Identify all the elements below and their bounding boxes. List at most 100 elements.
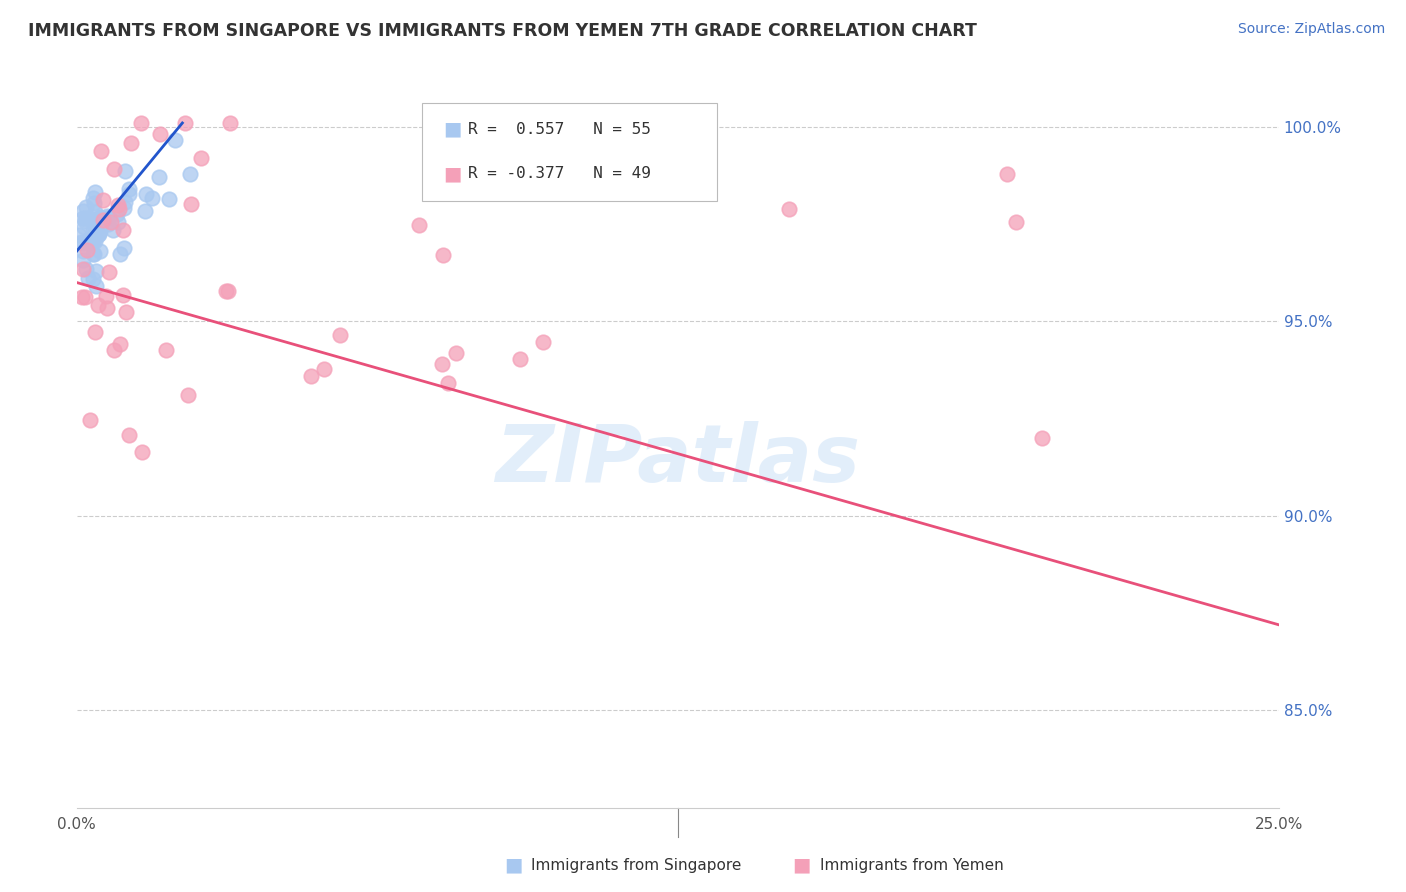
Point xyxy=(446,346,468,360)
Text: Source: ZipAtlas.com: Source: ZipAtlas.com xyxy=(1237,22,1385,37)
Point xyxy=(83,186,105,200)
Point xyxy=(100,214,122,228)
Point xyxy=(314,362,336,376)
Point xyxy=(77,270,100,285)
Point xyxy=(112,222,135,236)
Point xyxy=(134,203,156,218)
Point xyxy=(72,211,94,226)
Point xyxy=(531,335,554,350)
Point xyxy=(89,244,111,259)
Point xyxy=(107,215,129,229)
Point xyxy=(89,210,111,224)
Point xyxy=(299,369,322,384)
Point xyxy=(118,427,141,442)
Point xyxy=(72,204,94,219)
Point xyxy=(87,298,110,312)
Point xyxy=(89,224,111,238)
Point xyxy=(83,247,105,261)
Point xyxy=(103,343,125,358)
Point xyxy=(1031,431,1053,445)
Point xyxy=(79,413,101,427)
Point xyxy=(408,218,430,232)
Point xyxy=(149,127,172,141)
Point xyxy=(114,194,136,209)
Point xyxy=(155,343,177,358)
Point xyxy=(72,262,94,277)
Point xyxy=(82,234,104,248)
Point xyxy=(87,227,110,241)
Text: IMMIGRANTS FROM SINGAPORE VS IMMIGRANTS FROM YEMEN 7TH GRADE CORRELATION CHART: IMMIGRANTS FROM SINGAPORE VS IMMIGRANTS … xyxy=(28,22,977,40)
Point xyxy=(67,228,90,243)
Point xyxy=(163,133,186,147)
Point xyxy=(509,352,531,367)
Point xyxy=(80,212,103,227)
Point xyxy=(97,265,120,279)
Point xyxy=(105,207,128,221)
Point xyxy=(329,327,352,342)
Point xyxy=(778,202,800,216)
Point xyxy=(75,261,97,276)
Point xyxy=(83,223,105,237)
Point xyxy=(118,186,141,201)
Point xyxy=(91,213,114,227)
Point xyxy=(1005,215,1028,229)
Point xyxy=(76,243,98,257)
Point xyxy=(179,167,201,181)
Point xyxy=(135,187,157,202)
Point xyxy=(997,167,1019,181)
Point xyxy=(219,116,242,130)
Point xyxy=(84,234,107,248)
Point xyxy=(108,337,131,351)
Point xyxy=(82,191,104,205)
Point xyxy=(118,182,141,196)
Text: Immigrants from Singapore: Immigrants from Singapore xyxy=(531,858,742,872)
Point xyxy=(101,223,124,237)
Point xyxy=(72,253,94,268)
Point xyxy=(70,290,93,304)
Point xyxy=(430,357,453,371)
Point xyxy=(103,161,125,176)
Point xyxy=(217,284,239,298)
Point xyxy=(75,200,97,214)
Text: R =  0.557   N = 55: R = 0.557 N = 55 xyxy=(468,122,651,136)
Point xyxy=(73,219,96,234)
Point xyxy=(82,246,104,260)
Point xyxy=(108,247,131,261)
Point xyxy=(107,197,129,211)
Point xyxy=(96,301,118,315)
Point xyxy=(114,164,136,178)
Point xyxy=(77,232,100,246)
Point xyxy=(94,289,117,303)
Point xyxy=(131,445,153,459)
Text: ■: ■ xyxy=(443,120,461,139)
Point xyxy=(190,151,212,165)
Point xyxy=(437,376,460,390)
Point xyxy=(148,170,170,185)
Point xyxy=(112,288,135,302)
Point xyxy=(87,227,110,242)
Point xyxy=(112,201,135,215)
Point xyxy=(75,211,97,226)
Point xyxy=(82,222,104,236)
Text: Immigrants from Yemen: Immigrants from Yemen xyxy=(820,858,1004,872)
Text: R = -0.377   N = 49: R = -0.377 N = 49 xyxy=(468,167,651,181)
Point xyxy=(215,284,238,298)
Point xyxy=(174,116,197,130)
Point xyxy=(180,197,202,211)
Point xyxy=(108,202,131,216)
Point xyxy=(89,211,111,225)
Point xyxy=(82,271,104,285)
Point xyxy=(70,235,93,249)
Point xyxy=(141,191,163,205)
Point xyxy=(72,235,94,250)
Point xyxy=(98,210,121,224)
Point xyxy=(432,248,454,262)
Text: ■: ■ xyxy=(792,855,811,875)
Text: ■: ■ xyxy=(503,855,523,875)
Point xyxy=(96,209,118,223)
Point xyxy=(91,193,114,207)
Point xyxy=(177,387,200,401)
Text: ■: ■ xyxy=(443,164,461,184)
Point xyxy=(75,214,97,228)
Point xyxy=(86,278,108,293)
